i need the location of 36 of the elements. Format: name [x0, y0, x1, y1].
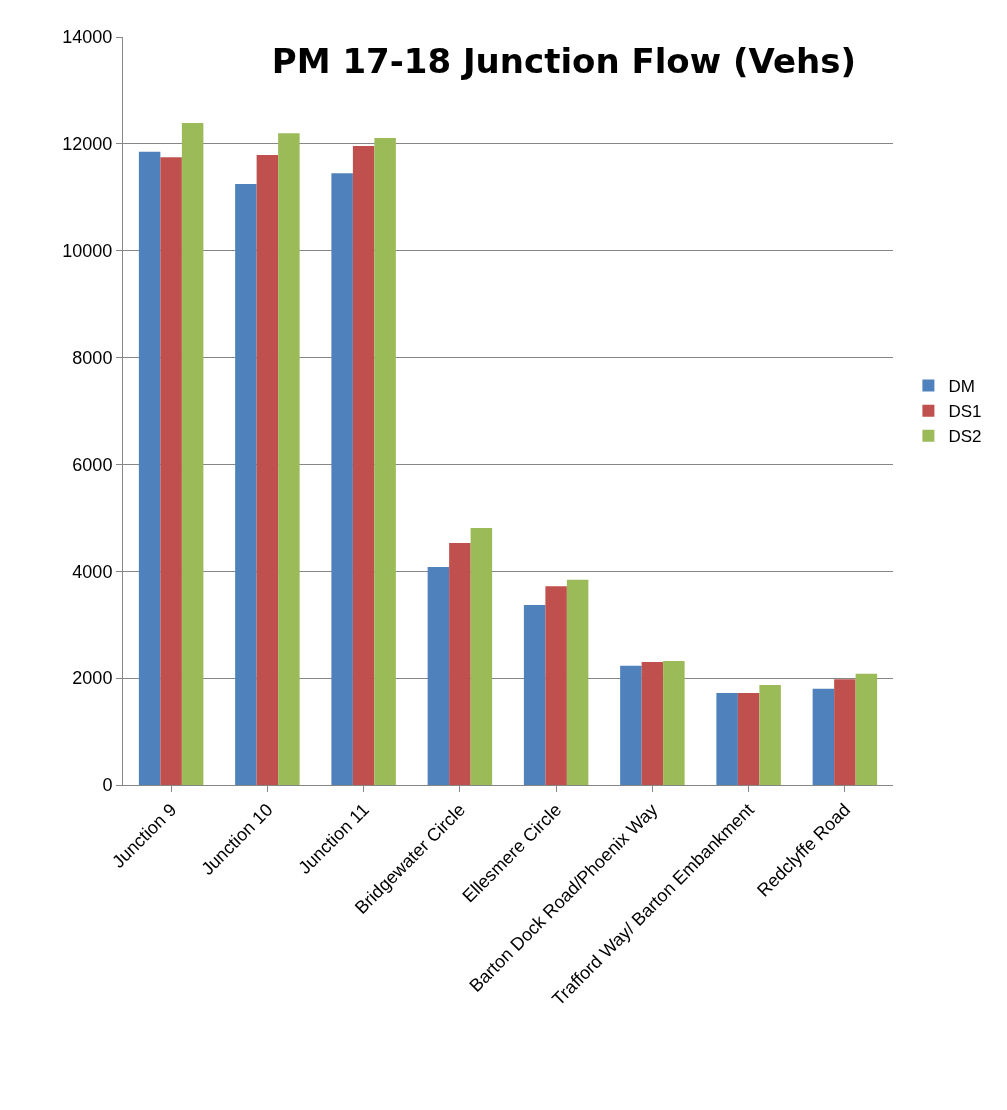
bar: [374, 137, 396, 785]
y-tick-label: 14000: [62, 27, 113, 48]
bar: [138, 151, 161, 785]
bar: [716, 693, 738, 785]
bar: [523, 604, 546, 785]
bar: [620, 665, 642, 785]
y-tick-label: 8000: [72, 347, 113, 368]
bar: [278, 133, 300, 785]
bar: [470, 528, 493, 785]
y-tick-label: 0: [102, 775, 113, 796]
bar: [641, 662, 664, 785]
bar: [663, 661, 685, 785]
bar: [449, 542, 471, 785]
bar: [181, 123, 204, 785]
bar: [566, 579, 589, 785]
bar: [160, 157, 182, 785]
y-tick-label: 10000: [62, 241, 113, 262]
bar: [256, 155, 279, 785]
chart-title: PM 17-18 Junction Flow (Vehs): [271, 40, 857, 81]
y-tick-label: 2000: [72, 668, 113, 689]
y-tick-label: 12000: [62, 134, 113, 155]
bar: [834, 679, 856, 785]
bar: [737, 693, 760, 785]
bar: [545, 586, 567, 785]
bar: [759, 685, 781, 785]
legend-label: DM: [948, 377, 975, 397]
y-tick-label: 4000: [72, 561, 113, 582]
bar: [427, 567, 450, 785]
bar: [812, 688, 835, 785]
bar: [352, 145, 375, 785]
legend-label: DS1: [948, 402, 982, 422]
y-tick-label: 6000: [72, 454, 113, 475]
legend-label: DS2: [948, 427, 982, 447]
bar: [331, 173, 353, 785]
bar: [855, 673, 878, 785]
bar: [235, 183, 257, 785]
